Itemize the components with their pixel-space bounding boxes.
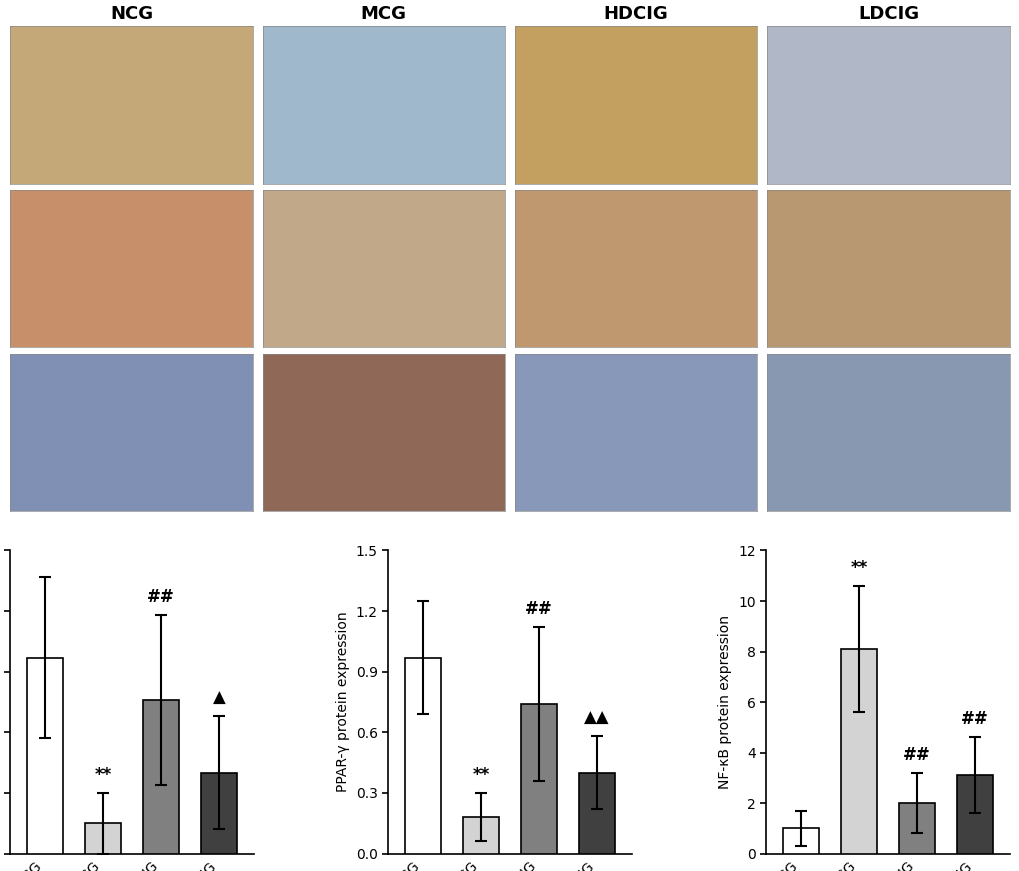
Title: HDCIG: HDCIG — [603, 5, 667, 24]
Text: ##: ## — [525, 600, 552, 618]
Bar — [840, 649, 876, 854]
Text: ▲▲: ▲▲ — [584, 709, 609, 727]
Title: NCG: NCG — [110, 5, 153, 24]
Text: ##: ## — [902, 746, 930, 764]
Y-axis label: PPAR-γ protein expression: PPAR-γ protein expression — [336, 611, 350, 793]
Text: ##: ## — [147, 588, 175, 606]
Text: **: ** — [95, 766, 112, 784]
Text: ##: ## — [960, 711, 987, 728]
Bar — [579, 773, 614, 854]
Bar — [85, 823, 121, 854]
Bar — [28, 658, 63, 854]
Bar — [898, 803, 934, 854]
Bar — [143, 700, 179, 854]
Bar — [956, 775, 991, 854]
Bar — [521, 704, 556, 854]
Bar — [463, 817, 498, 854]
Title: MCG: MCG — [361, 5, 407, 24]
Title: LDCIG: LDCIG — [857, 5, 918, 24]
Bar — [405, 658, 440, 854]
Bar — [201, 773, 237, 854]
Text: **: ** — [472, 766, 489, 784]
Text: ▲: ▲ — [213, 689, 225, 707]
Bar — [782, 828, 818, 854]
Y-axis label: NF-κB protein expression: NF-κB protein expression — [717, 615, 732, 789]
Text: **: ** — [850, 559, 866, 577]
